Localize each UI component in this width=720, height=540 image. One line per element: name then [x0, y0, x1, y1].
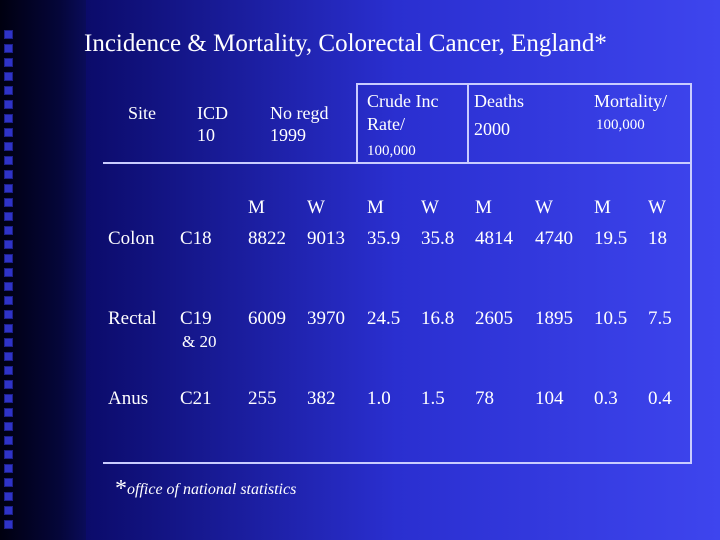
header-deaths-line1: Deaths [474, 91, 524, 111]
header-crude-line2: Rate/ [367, 114, 405, 134]
header-crude-line1: Crude Inc [367, 91, 439, 111]
row-value: 4740 [535, 228, 573, 249]
sex-label: W [648, 197, 666, 218]
row-value: 1.5 [421, 388, 445, 409]
row-icd: C21 [180, 388, 212, 409]
row-value: 382 [307, 388, 336, 409]
row-value: 7.5 [648, 308, 672, 329]
row-site: Colon [108, 228, 155, 249]
footnote-star: * [115, 476, 127, 502]
header-site: Site [128, 103, 157, 123]
sex-label: M [248, 197, 265, 218]
header-deaths-line2: 2000 [474, 119, 510, 139]
header-regd-line2: 1999 [270, 125, 306, 145]
row-value: 0.4 [648, 388, 672, 409]
decorative-squares [4, 30, 20, 530]
row-value: 1.0 [367, 388, 391, 409]
row-value: 10.5 [594, 308, 628, 329]
sex-label: W [307, 197, 325, 218]
header-mortality-line1: Mortality/ [594, 91, 667, 111]
row-site: Anus [108, 388, 149, 409]
row-value: 3970 [307, 308, 345, 329]
row-value: 0.3 [594, 388, 618, 409]
slide-title: Incidence & Mortality, Colorectal Cancer… [84, 30, 607, 57]
header-icd-line1: ICD [197, 103, 228, 123]
row-value: 255 [248, 388, 277, 409]
row-value: 35.9 [367, 228, 401, 249]
footnote: *office of national statistics [115, 476, 296, 503]
row-value: 18 [648, 228, 667, 249]
sex-label: M [475, 197, 492, 218]
row-icd: C19 [180, 308, 212, 329]
row-icd-line2: & 20 [182, 332, 217, 351]
header-mortality-line2: 100,000 [596, 117, 645, 133]
row-icd: C18 [180, 228, 212, 249]
row-value: 8822 [248, 228, 286, 249]
row-value: 2605 [475, 308, 513, 329]
sex-label: W [535, 197, 553, 218]
sex-label: M [594, 197, 611, 218]
header-crude-line3: 100,000 [367, 143, 416, 159]
row-value: 24.5 [367, 308, 401, 329]
row-value: 35.8 [421, 228, 455, 249]
row-value: 16.8 [421, 308, 455, 329]
sex-label: M [367, 197, 384, 218]
row-value: 1895 [535, 308, 573, 329]
row-value: 78 [475, 388, 494, 409]
header-icd-line2: 10 [197, 125, 215, 145]
row-value: 19.5 [594, 228, 628, 249]
header-regd-line1: No regd [270, 103, 329, 123]
row-site: Rectal [108, 308, 157, 329]
footnote-text: office of national statistics [127, 481, 297, 498]
row-value: 104 [535, 388, 564, 409]
row-value: 9013 [307, 228, 345, 249]
sex-label: W [421, 197, 439, 218]
left-decorative-strip [0, 0, 86, 540]
row-value: 6009 [248, 308, 286, 329]
row-value: 4814 [475, 228, 513, 249]
